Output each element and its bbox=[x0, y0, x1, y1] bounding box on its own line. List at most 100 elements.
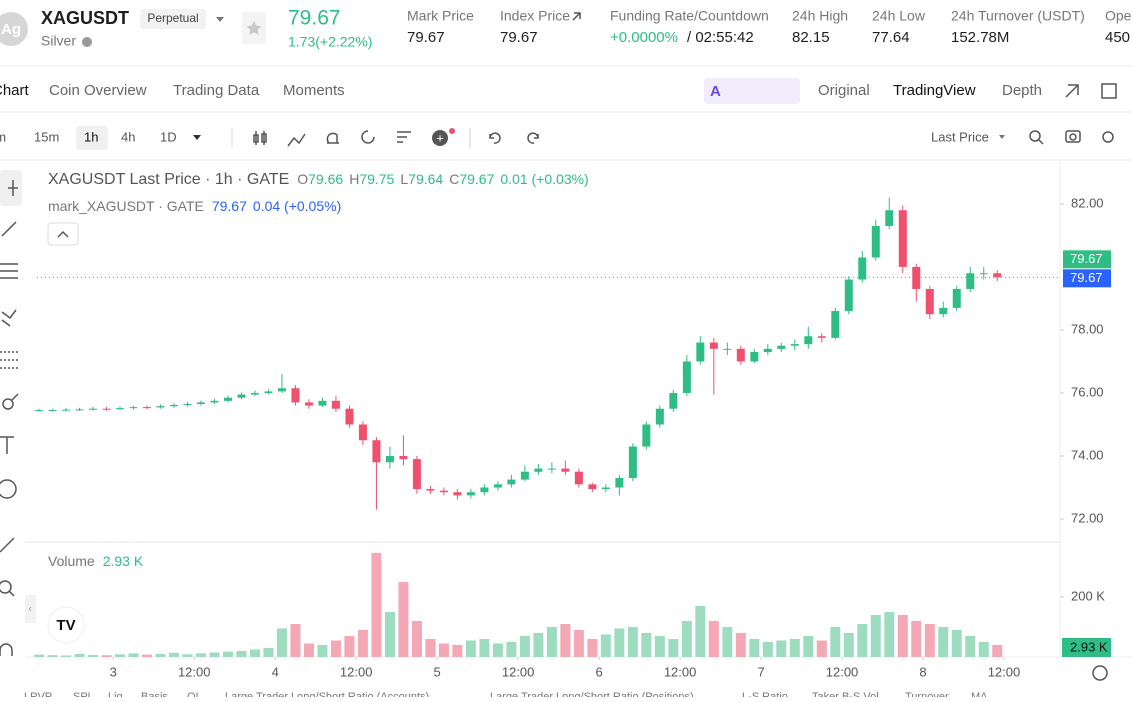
volume-bar bbox=[641, 632, 652, 657]
bottom-tab[interactable]: Turnover bbox=[905, 691, 949, 702]
candle-body bbox=[169, 404, 178, 407]
volume-bar bbox=[357, 629, 368, 657]
candle-body bbox=[682, 361, 691, 393]
collapse-legend[interactable] bbox=[47, 222, 79, 246]
bottom-tab[interactable]: SPL bbox=[73, 691, 94, 702]
volume-bar bbox=[816, 640, 827, 657]
bottom-tab[interactable]: Taker B-S Vol bbox=[812, 691, 879, 702]
volume-bar bbox=[195, 653, 206, 657]
candle-body bbox=[264, 391, 273, 393]
bottom-tab[interactable]: Basis bbox=[141, 691, 168, 702]
x-tick-label: 12:00 bbox=[502, 664, 535, 679]
volume-bar bbox=[614, 628, 625, 657]
view-tab[interactable]: Original bbox=[818, 82, 870, 99]
bottom-tab[interactable]: Liq bbox=[108, 691, 123, 702]
external-icon[interactable] bbox=[572, 12, 581, 21]
volume-bar bbox=[371, 552, 382, 657]
candle-body bbox=[196, 402, 205, 404]
bottom-tab[interactable]: MA bbox=[971, 691, 988, 702]
candle-body bbox=[439, 490, 448, 493]
candle-body bbox=[345, 408, 354, 425]
stat-label: Mark Price bbox=[407, 8, 474, 24]
interval[interactable]: 5m bbox=[0, 129, 6, 144]
candle-body bbox=[210, 400, 219, 403]
volume-bar bbox=[830, 626, 841, 657]
volume-bar bbox=[857, 623, 868, 657]
x-tick-label: 4 bbox=[272, 664, 279, 679]
volume-bar bbox=[438, 643, 449, 657]
toolbar-icons[interactable] bbox=[253, 128, 1114, 148]
tab[interactable]: Coin Overview bbox=[49, 82, 147, 99]
volume-bar bbox=[236, 650, 247, 657]
volume-bar bbox=[276, 628, 287, 657]
symbol-dropdown[interactable] bbox=[216, 17, 224, 22]
price-source[interactable]: Last Price bbox=[931, 129, 989, 144]
bottom-tab[interactable]: OI bbox=[187, 691, 199, 702]
tab[interactable]: Chart bbox=[0, 82, 30, 99]
volume-bar bbox=[735, 632, 746, 657]
candle-body bbox=[696, 342, 705, 362]
expand-icon[interactable] bbox=[1065, 84, 1079, 98]
volume-bar bbox=[938, 626, 949, 657]
drawing-tools[interactable] bbox=[0, 180, 19, 656]
window-icon[interactable] bbox=[1101, 83, 1117, 99]
mark-change: 0.04 (+0.05%) bbox=[253, 198, 341, 214]
view-tab[interactable]: Depth bbox=[1002, 82, 1042, 99]
badge: Perpetual bbox=[147, 11, 198, 25]
interval[interactable]: 15m bbox=[34, 129, 59, 144]
candle-body bbox=[75, 409, 84, 411]
tab[interactable]: Trading Data bbox=[173, 82, 260, 99]
symbol[interactable]: XAGUSDT bbox=[41, 8, 129, 28]
volume-bar bbox=[708, 620, 719, 657]
y-tick-label: 72.00 bbox=[1071, 510, 1104, 525]
interval-dropdown[interactable] bbox=[193, 135, 201, 140]
candle-body bbox=[35, 409, 44, 411]
volume-bar bbox=[155, 653, 166, 657]
volume-bar bbox=[506, 641, 517, 657]
volume-bar bbox=[479, 638, 490, 657]
candle-body bbox=[588, 484, 597, 490]
ohlc-key: L bbox=[400, 171, 408, 187]
volume-bar bbox=[924, 623, 935, 657]
indicator-icon[interactable] bbox=[432, 130, 448, 146]
bottom-tab[interactable]: L-S Ratio bbox=[742, 691, 788, 702]
tab[interactable]: Moments bbox=[283, 82, 345, 99]
stat-label: Index Price bbox=[500, 8, 570, 24]
panel-toggle[interactable] bbox=[25, 595, 36, 623]
candle-body bbox=[399, 455, 408, 460]
volume-bar bbox=[398, 581, 409, 657]
candle-body bbox=[574, 471, 583, 485]
candle-body bbox=[412, 459, 421, 490]
bottom-tab[interactable]: LPVP bbox=[24, 691, 52, 702]
bottom-tab[interactable]: Large Trader Long/Short Ratio (Positions… bbox=[490, 691, 694, 702]
candle-body bbox=[628, 446, 637, 479]
x-tick-label: 7 bbox=[757, 664, 764, 679]
info-icon[interactable] bbox=[82, 37, 92, 47]
view-tab[interactable]: TradingView bbox=[893, 82, 976, 99]
interval[interactable]: 4h bbox=[121, 129, 135, 144]
mark-price-label: 79.67 bbox=[1070, 270, 1103, 285]
bottom-tab[interactable]: Large Trader Long/Short Ratio (Accounts) bbox=[225, 691, 429, 702]
active-interval-bg bbox=[76, 126, 108, 150]
candle-body bbox=[831, 311, 840, 338]
tv-logo[interactable] bbox=[47, 606, 85, 644]
strategy-bg bbox=[704, 78, 800, 104]
candle-body bbox=[925, 288, 934, 315]
interval[interactable]: 1D bbox=[160, 129, 177, 144]
legend-change: 0.01 (+0.03%) bbox=[500, 171, 588, 187]
interval[interactable]: 1h bbox=[84, 129, 98, 144]
last-price: 79.67 bbox=[288, 7, 341, 30]
volume-legend: Volume 2.93 K bbox=[48, 553, 144, 569]
candle-body bbox=[223, 397, 232, 401]
x-tick-label: 12:00 bbox=[178, 664, 211, 679]
volume-bar bbox=[600, 634, 611, 657]
indicator-plus: + bbox=[436, 130, 444, 145]
price-source-dropdown[interactable] bbox=[999, 135, 1005, 139]
candle-body bbox=[250, 392, 259, 395]
volume-bar bbox=[681, 620, 692, 657]
volume-tick-label: 200 K bbox=[1071, 588, 1105, 603]
candle-body bbox=[790, 344, 799, 346]
volume-bar bbox=[425, 638, 436, 657]
y-tick-label: 76.00 bbox=[1071, 384, 1104, 399]
settings-icon[interactable] bbox=[1092, 665, 1108, 681]
